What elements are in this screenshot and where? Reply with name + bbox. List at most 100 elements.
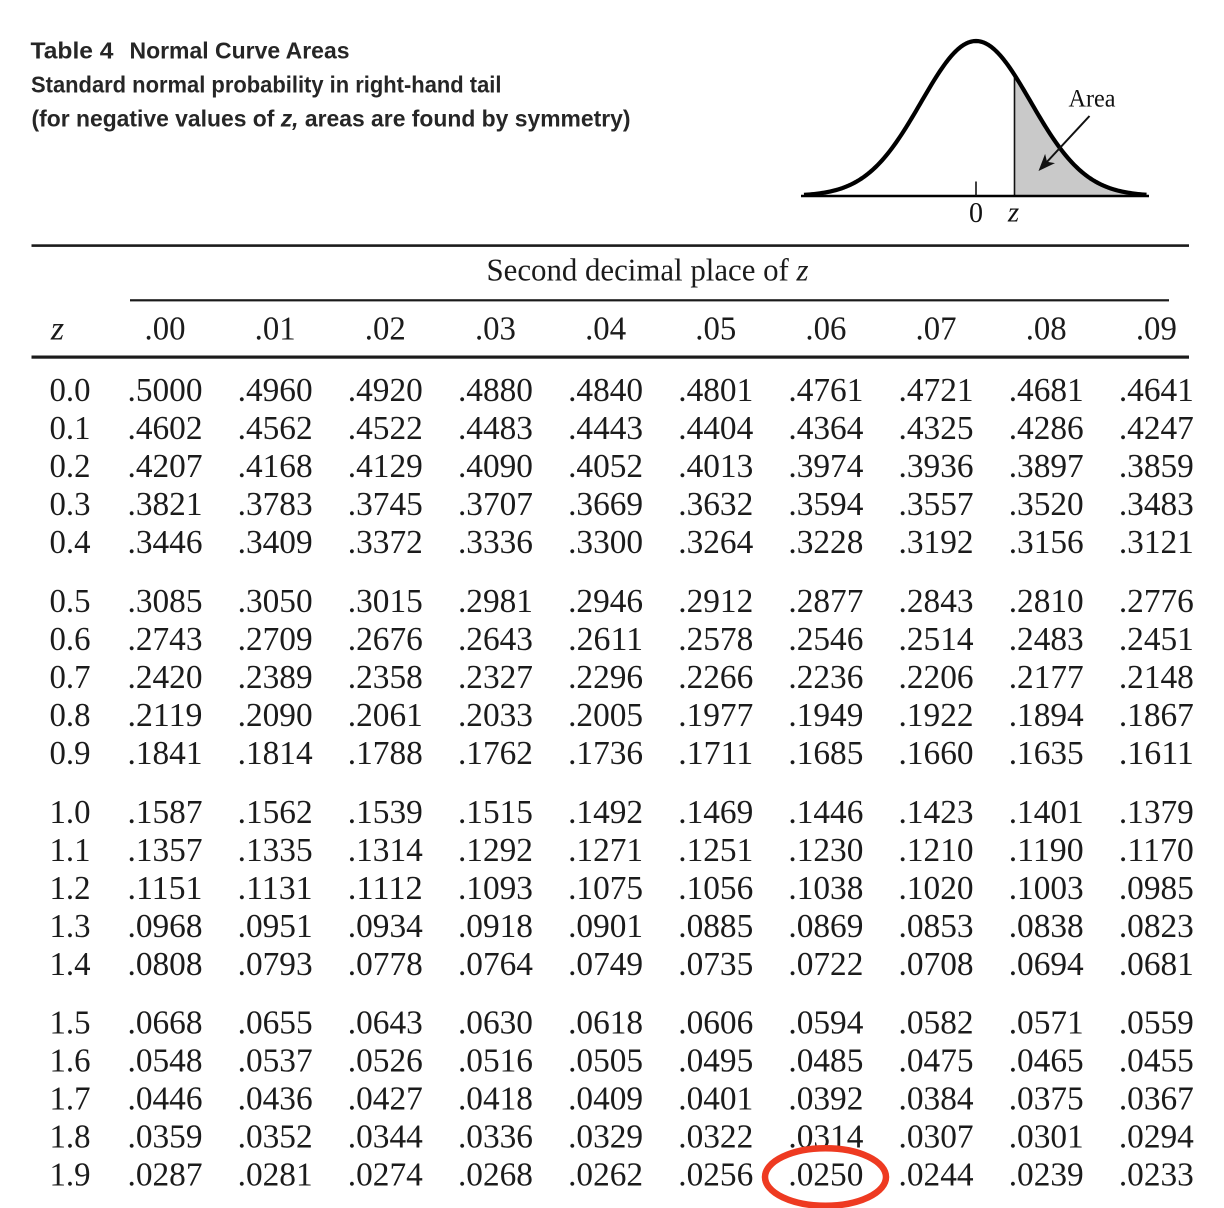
svg-text:.0869: .0869 xyxy=(788,908,863,945)
svg-text:.1685: .1685 xyxy=(788,735,863,772)
svg-text:.0250: .0250 xyxy=(788,1157,863,1194)
svg-text:.0559: .0559 xyxy=(1119,1005,1194,1042)
svg-text:.09: .09 xyxy=(1136,311,1177,348)
svg-text:.0409: .0409 xyxy=(568,1081,643,1118)
svg-text:.4721: .4721 xyxy=(899,372,974,409)
svg-text:.4960: .4960 xyxy=(238,372,313,409)
svg-text:.1611: .1611 xyxy=(1119,735,1194,772)
svg-text:.0618: .0618 xyxy=(568,1005,643,1042)
svg-text:.1867: .1867 xyxy=(1119,697,1194,734)
svg-text:1.8: 1.8 xyxy=(50,1119,91,1156)
svg-text:.3409: .3409 xyxy=(238,524,313,561)
svg-text:.1131: .1131 xyxy=(238,870,313,907)
svg-text:.0375: .0375 xyxy=(1009,1081,1084,1118)
svg-text:.0336: .0336 xyxy=(458,1119,533,1156)
svg-text:.3300: .3300 xyxy=(568,524,643,561)
svg-text:0.7: 0.7 xyxy=(50,659,91,696)
svg-text:.0735: .0735 xyxy=(678,946,753,983)
svg-text:0.0: 0.0 xyxy=(50,372,91,409)
svg-text:.0764: .0764 xyxy=(458,946,533,983)
svg-text:.3783: .3783 xyxy=(238,486,313,523)
svg-text:.0643: .0643 xyxy=(348,1005,423,1042)
svg-text:.1357: .1357 xyxy=(128,832,203,869)
svg-text:.00: .00 xyxy=(145,311,186,348)
svg-text:.0233: .0233 xyxy=(1119,1157,1194,1194)
svg-text:.4286: .4286 xyxy=(1009,410,1084,447)
svg-text:.0918: .0918 xyxy=(458,908,533,945)
svg-text:.1271: .1271 xyxy=(568,832,643,869)
svg-text:.1170: .1170 xyxy=(1119,832,1194,869)
svg-text:.0427: .0427 xyxy=(348,1081,423,1118)
svg-text:.0681: .0681 xyxy=(1119,946,1194,983)
svg-text:.0281: .0281 xyxy=(238,1157,313,1194)
svg-text:.2877: .2877 xyxy=(788,583,863,620)
svg-text:.1075: .1075 xyxy=(568,870,643,907)
svg-text:.01: .01 xyxy=(255,311,296,348)
svg-text:.4247: .4247 xyxy=(1119,410,1194,447)
svg-text:.1469: .1469 xyxy=(678,794,753,831)
svg-text:z: z xyxy=(50,311,64,348)
svg-text:.2327: .2327 xyxy=(458,659,533,696)
svg-text:.0359: .0359 xyxy=(128,1119,203,1156)
svg-text:.1788: .1788 xyxy=(348,735,423,772)
svg-text:.4880: .4880 xyxy=(458,372,533,409)
svg-text:.3050: .3050 xyxy=(238,583,313,620)
svg-text:.3557: .3557 xyxy=(899,486,974,523)
svg-text:.0571: .0571 xyxy=(1009,1005,1084,1042)
svg-text:.4052: .4052 xyxy=(568,448,643,485)
svg-text:.0307: .0307 xyxy=(899,1119,974,1156)
svg-text:.1151: .1151 xyxy=(128,870,203,907)
svg-text:.3859: .3859 xyxy=(1119,448,1194,485)
svg-text:.3632: .3632 xyxy=(678,486,753,523)
svg-text:.1515: .1515 xyxy=(458,794,533,831)
svg-text:.2483: .2483 xyxy=(1009,621,1084,658)
svg-text:.0749: .0749 xyxy=(568,946,643,983)
svg-text:.4325: .4325 xyxy=(899,410,974,447)
svg-text:.2546: .2546 xyxy=(788,621,863,658)
svg-text:1.7: 1.7 xyxy=(50,1081,91,1118)
svg-text:.1841: .1841 xyxy=(128,735,203,772)
svg-text:.2912: .2912 xyxy=(678,583,753,620)
svg-text:.1562: .1562 xyxy=(238,794,313,831)
svg-text:0.4: 0.4 xyxy=(50,524,91,561)
svg-text:.2776: .2776 xyxy=(1119,583,1194,620)
svg-text:Normal Curve Areas: Normal Curve Areas xyxy=(130,38,350,64)
svg-text:.0505: .0505 xyxy=(568,1043,643,1080)
svg-text:.0418: .0418 xyxy=(458,1081,533,1118)
svg-text:.2843: .2843 xyxy=(899,583,974,620)
svg-text:.0294: .0294 xyxy=(1119,1119,1194,1156)
svg-text:.2514: .2514 xyxy=(899,621,974,658)
svg-text:.0708: .0708 xyxy=(899,946,974,983)
svg-text:.02: .02 xyxy=(365,311,406,348)
svg-text:.0495: .0495 xyxy=(678,1043,753,1080)
svg-text:.0256: .0256 xyxy=(678,1157,753,1194)
svg-text:Second decimal place of z: Second decimal place of z xyxy=(487,251,810,287)
svg-text:.4681: .4681 xyxy=(1009,372,1084,409)
svg-text:.0475: .0475 xyxy=(899,1043,974,1080)
svg-text:0.6: 0.6 xyxy=(50,621,91,658)
svg-text:.0384: .0384 xyxy=(899,1081,974,1118)
svg-text:.3974: .3974 xyxy=(788,448,863,485)
svg-text:.1762: .1762 xyxy=(458,735,533,772)
svg-text:.0934: .0934 xyxy=(348,908,423,945)
svg-text:.0793: .0793 xyxy=(238,946,313,983)
svg-text:.0485: .0485 xyxy=(788,1043,863,1080)
svg-text:.0808: .0808 xyxy=(128,946,203,983)
svg-text:.4443: .4443 xyxy=(568,410,643,447)
svg-text:.2743: .2743 xyxy=(128,621,203,658)
svg-text:.0455: .0455 xyxy=(1119,1043,1194,1080)
svg-text:.0630: .0630 xyxy=(458,1005,533,1042)
svg-text:.3121: .3121 xyxy=(1119,524,1194,561)
svg-text:.1056: .1056 xyxy=(678,870,753,907)
svg-text:.3372: .3372 xyxy=(348,524,423,561)
svg-text:.2266: .2266 xyxy=(678,659,753,696)
svg-text:.3085: .3085 xyxy=(128,583,203,620)
svg-text:.1020: .1020 xyxy=(899,870,974,907)
svg-text:.2177: .2177 xyxy=(1009,659,1084,696)
svg-text:.1922: .1922 xyxy=(899,697,974,734)
svg-text:.4483: .4483 xyxy=(458,410,533,447)
svg-text:.2451: .2451 xyxy=(1119,621,1194,658)
svg-text:1.3: 1.3 xyxy=(50,908,91,945)
svg-text:.0268: .0268 xyxy=(458,1157,533,1194)
svg-text:.0329: .0329 xyxy=(568,1119,643,1156)
